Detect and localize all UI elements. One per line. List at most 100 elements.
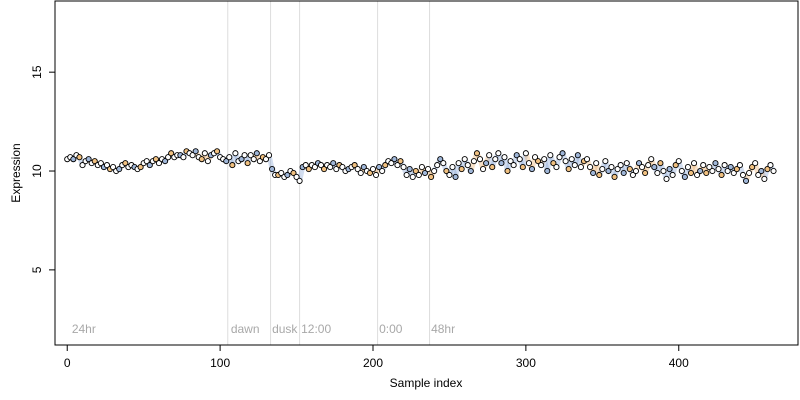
data-point bbox=[226, 154, 233, 161]
data-point bbox=[764, 165, 771, 173]
data-point bbox=[639, 164, 646, 171]
data-point bbox=[571, 162, 578, 169]
data-point bbox=[703, 169, 710, 177]
data-point bbox=[614, 165, 621, 173]
data-point bbox=[110, 164, 117, 171]
data-point bbox=[256, 158, 263, 165]
data-point bbox=[687, 169, 695, 177]
x-tick-label: 400 bbox=[669, 356, 689, 370]
data-point bbox=[553, 164, 560, 171]
time-annotation: 0:00 bbox=[379, 322, 403, 336]
data-point bbox=[718, 171, 725, 179]
data-point bbox=[394, 162, 401, 169]
data-point bbox=[223, 158, 230, 165]
data-point bbox=[198, 156, 205, 163]
data-point bbox=[403, 171, 410, 179]
data-point bbox=[690, 160, 698, 167]
data-point bbox=[311, 164, 318, 171]
data-point bbox=[562, 158, 569, 165]
data-point bbox=[97, 160, 104, 167]
data-point bbox=[617, 162, 624, 169]
data-point bbox=[620, 169, 627, 177]
data-point bbox=[247, 152, 254, 159]
data-point bbox=[155, 160, 163, 167]
y-axis-label: Expression bbox=[9, 143, 23, 202]
data-point bbox=[421, 169, 429, 177]
data-point bbox=[547, 152, 554, 159]
data-point bbox=[660, 167, 667, 175]
data-point bbox=[467, 167, 474, 175]
data-point bbox=[577, 164, 584, 171]
data-point bbox=[684, 164, 691, 171]
data-point bbox=[489, 164, 496, 171]
time-annotation: 24hr bbox=[72, 322, 96, 336]
data-point bbox=[678, 167, 685, 175]
data-point bbox=[214, 148, 221, 155]
data-point bbox=[739, 171, 747, 179]
data-point bbox=[165, 154, 172, 161]
data-point bbox=[761, 175, 768, 182]
data-point bbox=[464, 162, 471, 169]
data-point bbox=[669, 171, 676, 179]
time-annotations: 24hr dawn dusk 12:00 0:00 48hr bbox=[72, 322, 455, 336]
data-point bbox=[146, 162, 153, 169]
data-point bbox=[321, 165, 328, 173]
data-point bbox=[629, 171, 636, 179]
data-point bbox=[730, 169, 737, 177]
data-point bbox=[709, 167, 716, 175]
data-point bbox=[418, 164, 425, 171]
data-point bbox=[446, 171, 453, 179]
data-point bbox=[162, 158, 169, 165]
data-point bbox=[611, 173, 618, 181]
x-axis-label: Sample index bbox=[390, 376, 463, 390]
data-point bbox=[122, 160, 129, 167]
data-point bbox=[492, 156, 499, 163]
data-point bbox=[583, 156, 591, 163]
data-point bbox=[697, 167, 704, 175]
data-point bbox=[428, 173, 435, 181]
data-point bbox=[262, 156, 270, 163]
data-point bbox=[452, 173, 459, 181]
data-point bbox=[721, 162, 728, 169]
x-tick-label: 0 bbox=[64, 356, 71, 370]
data-point bbox=[752, 160, 759, 167]
data-point bbox=[458, 165, 465, 173]
data-point bbox=[116, 165, 123, 173]
data-point bbox=[632, 167, 639, 175]
x-tick-label: 300 bbox=[516, 356, 536, 370]
data-point bbox=[339, 164, 346, 171]
data-point bbox=[483, 160, 490, 167]
data-point bbox=[449, 164, 456, 171]
data-point bbox=[654, 169, 661, 177]
data-point bbox=[635, 160, 643, 167]
data-point bbox=[431, 167, 438, 175]
data-point bbox=[440, 160, 447, 167]
data-point bbox=[550, 160, 557, 167]
data-point bbox=[265, 152, 273, 159]
data-point bbox=[559, 150, 566, 157]
y-axis: 5 10 15 bbox=[30, 65, 55, 273]
marker-lines bbox=[227, 1, 431, 345]
data-point bbox=[476, 156, 484, 163]
data-point bbox=[103, 162, 111, 169]
data-point bbox=[189, 152, 196, 159]
data-point bbox=[238, 156, 245, 163]
data-point bbox=[293, 173, 300, 181]
data-point bbox=[590, 169, 597, 177]
plot-frame bbox=[54, 0, 799, 346]
data-point bbox=[645, 162, 652, 169]
data-point bbox=[400, 164, 407, 171]
data-point bbox=[434, 162, 441, 169]
data-point bbox=[372, 171, 380, 179]
data-point bbox=[76, 154, 83, 161]
data-point bbox=[437, 156, 444, 163]
data-point bbox=[755, 171, 762, 179]
data-point bbox=[681, 173, 688, 181]
data-point bbox=[376, 164, 383, 171]
data-point bbox=[746, 169, 753, 177]
data-point bbox=[608, 164, 615, 171]
data-point bbox=[250, 156, 257, 163]
data-point bbox=[657, 160, 664, 167]
data-point bbox=[531, 154, 539, 161]
data-point bbox=[470, 158, 477, 165]
